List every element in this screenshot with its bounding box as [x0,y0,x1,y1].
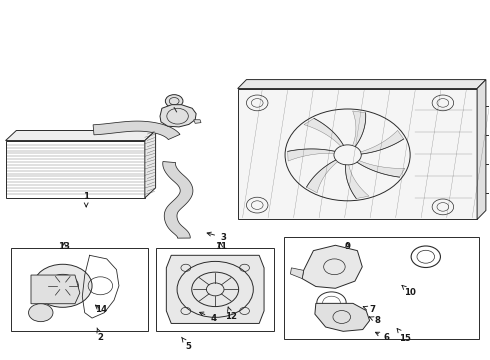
Circle shape [165,95,183,108]
Text: 11: 11 [215,242,226,251]
Text: 13: 13 [58,242,70,251]
Polygon shape [345,165,369,199]
Circle shape [33,264,92,307]
Text: 5: 5 [182,337,192,351]
Polygon shape [166,255,264,323]
Polygon shape [352,111,366,147]
Polygon shape [291,268,304,279]
Bar [5,140,145,198]
Text: 14: 14 [95,305,107,314]
Text: 10: 10 [402,285,416,297]
Text: 7: 7 [363,305,375,314]
Text: 9: 9 [344,242,351,251]
Circle shape [28,304,53,321]
Bar [238,89,477,220]
Polygon shape [5,131,156,140]
Text: 4: 4 [199,312,216,323]
Polygon shape [315,303,369,331]
Text: 1: 1 [83,192,89,207]
Polygon shape [145,131,156,198]
Text: 12: 12 [225,307,237,321]
Polygon shape [357,161,405,177]
Polygon shape [93,121,180,140]
Polygon shape [304,118,343,146]
Text: 15: 15 [397,329,411,343]
Polygon shape [160,105,196,127]
Polygon shape [307,160,338,193]
Polygon shape [361,130,404,154]
Polygon shape [31,275,80,304]
Polygon shape [302,245,362,288]
Bar [284,237,479,338]
Polygon shape [163,162,193,238]
Polygon shape [288,149,335,161]
Polygon shape [194,120,201,123]
Bar [156,248,274,330]
Text: 6: 6 [375,332,390,342]
Polygon shape [238,80,486,89]
Polygon shape [477,80,486,220]
Bar [11,248,148,330]
Text: 8: 8 [369,316,381,325]
Text: 3: 3 [207,232,226,242]
Text: 2: 2 [97,328,104,342]
